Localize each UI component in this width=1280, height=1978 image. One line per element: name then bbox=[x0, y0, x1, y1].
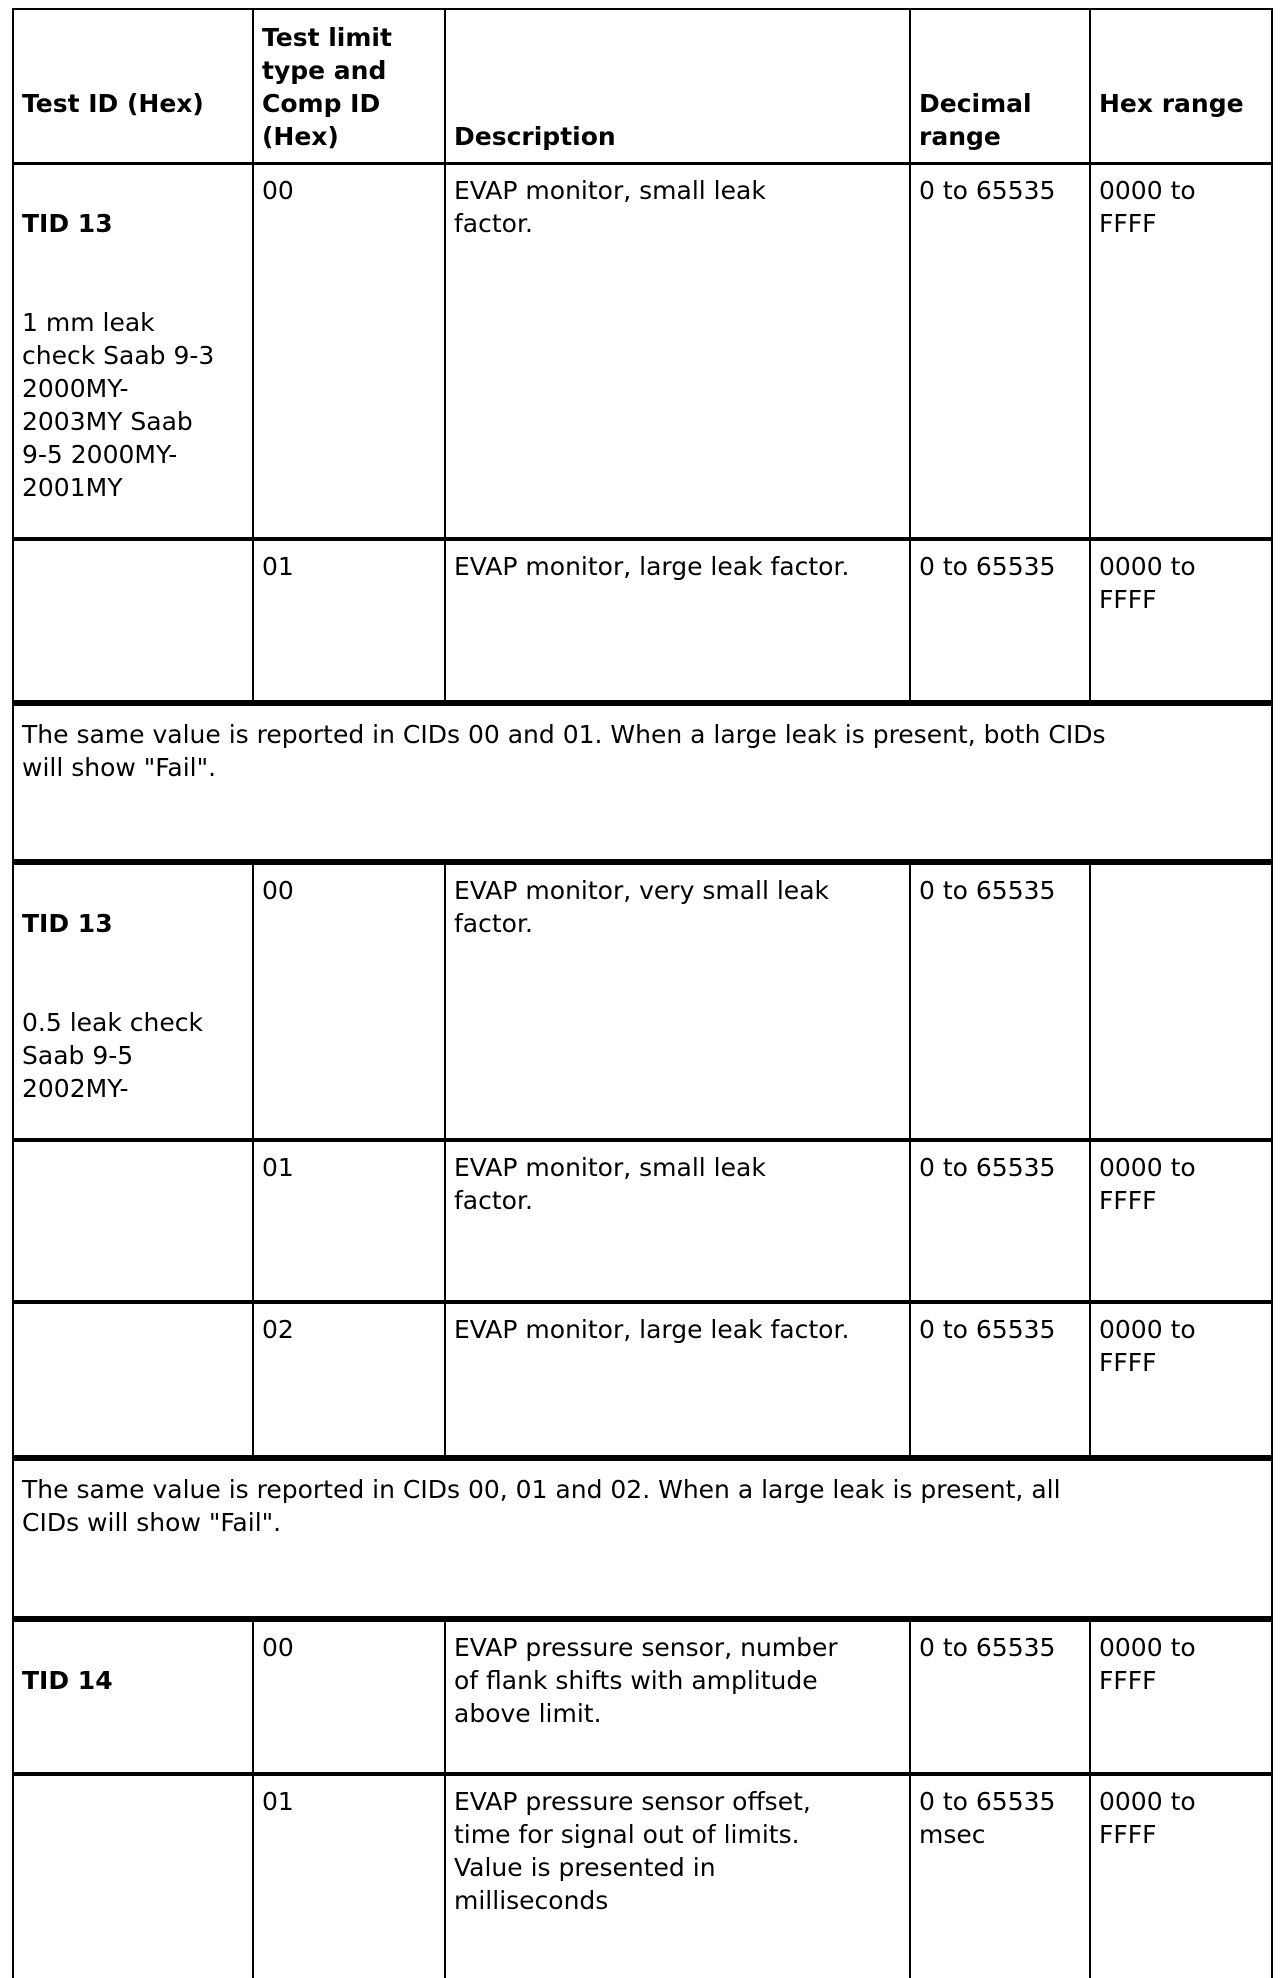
cell-hex-range bbox=[1089, 858, 1273, 1141]
tid-subtitle: 0.5 leak check Saab 9-5 2002MY- bbox=[22, 1007, 203, 1103]
tid-subtitle: 1 mm leak check Saab 9-3 2000MY- 2003MY … bbox=[22, 307, 215, 502]
cell-decimal-range: 0 to 65535 bbox=[909, 1137, 1091, 1303]
table-row: 02 EVAP monitor, large leak factor. 0 to… bbox=[12, 1299, 1273, 1459]
table-row: TID 13 0.5 leak check Saab 9-5 2002MY- 0… bbox=[12, 858, 1273, 1141]
cell-test-id bbox=[12, 1299, 254, 1459]
header-description: Description bbox=[444, 8, 911, 164]
cell-hex-range: 0000 to FFFF bbox=[1089, 1771, 1273, 1978]
cell-comp-id: 00 bbox=[252, 1615, 446, 1775]
note-row: The same value is reported in CIDs 00, 0… bbox=[12, 1454, 1273, 1620]
cell-description: EVAP monitor, small leak factor. bbox=[444, 1137, 911, 1303]
cell-decimal-range: 0 to 65535 bbox=[909, 536, 1091, 704]
cell-comp-id: 01 bbox=[252, 1137, 446, 1303]
cell-description: EVAP monitor, large leak factor. bbox=[444, 1299, 911, 1459]
header-hex-range: Hex range bbox=[1089, 8, 1273, 164]
header-test-id: Test ID (Hex) bbox=[12, 8, 254, 164]
tid-label: TID 13 bbox=[22, 208, 113, 238]
table-row: TID 14 00 EVAP pressure sensor, number o… bbox=[12, 1615, 1273, 1775]
cell-hex-range: 0000 to FFFF bbox=[1089, 1299, 1273, 1459]
cell-hex-range: 0000 to FFFF bbox=[1089, 536, 1273, 704]
tid-label: TID 14 bbox=[22, 1665, 113, 1695]
cell-comp-id: 02 bbox=[252, 1299, 446, 1459]
table-row: 01 EVAP pressure sensor offset, time for… bbox=[12, 1771, 1273, 1978]
cell-test-id: TID 13 0.5 leak check Saab 9-5 2002MY- bbox=[12, 858, 254, 1141]
cell-decimal-range: 0 to 65535 msec bbox=[909, 1771, 1091, 1978]
cell-description: EVAP pressure sensor, number of flank sh… bbox=[444, 1615, 911, 1775]
cell-description: EVAP monitor, small leak factor. bbox=[444, 161, 911, 540]
header-row: Test ID (Hex) Test limit type and Comp I… bbox=[12, 8, 1273, 164]
cell-description: EVAP monitor, very small leak factor. bbox=[444, 858, 911, 1141]
cell-description: EVAP monitor, large leak factor. bbox=[444, 536, 911, 704]
tid-label: TID 13 bbox=[22, 908, 113, 938]
cell-test-id bbox=[12, 1771, 254, 1978]
note-cell: The same value is reported in CIDs 00, 0… bbox=[12, 1454, 1273, 1620]
header-decimal-range: Decimal range bbox=[909, 8, 1091, 164]
cell-hex-range: 0000 to FFFF bbox=[1089, 161, 1273, 540]
cell-test-id: TID 13 1 mm leak check Saab 9-3 2000MY- … bbox=[12, 161, 254, 540]
header-comp-id: Test limit type and Comp ID (Hex) bbox=[252, 8, 446, 164]
cell-test-id bbox=[12, 536, 254, 704]
cell-comp-id: 01 bbox=[252, 536, 446, 704]
tid-table: Test ID (Hex) Test limit type and Comp I… bbox=[12, 8, 1273, 1978]
cell-comp-id: 00 bbox=[252, 858, 446, 1141]
note-row: The same value is reported in CIDs 00 an… bbox=[12, 699, 1273, 863]
cell-decimal-range: 0 to 65535 bbox=[909, 1299, 1091, 1459]
cell-comp-id: 01 bbox=[252, 1771, 446, 1978]
cell-description: EVAP pressure sensor offset, time for si… bbox=[444, 1771, 911, 1978]
cell-decimal-range: 0 to 65535 bbox=[909, 1615, 1091, 1775]
note-cell: The same value is reported in CIDs 00 an… bbox=[12, 699, 1273, 863]
table-row: TID 13 1 mm leak check Saab 9-3 2000MY- … bbox=[12, 161, 1273, 540]
table-row: 01 EVAP monitor, large leak factor. 0 to… bbox=[12, 536, 1273, 704]
cell-hex-range: 0000 to FFFF bbox=[1089, 1137, 1273, 1303]
cell-decimal-range: 0 to 65535 bbox=[909, 161, 1091, 540]
cell-hex-range: 0000 to FFFF bbox=[1089, 1615, 1273, 1775]
cell-comp-id: 00 bbox=[252, 161, 446, 540]
cell-test-id: TID 14 bbox=[12, 1615, 254, 1775]
cell-decimal-range: 0 to 65535 bbox=[909, 858, 1091, 1141]
cell-test-id bbox=[12, 1137, 254, 1303]
table-row: 01 EVAP monitor, small leak factor. 0 to… bbox=[12, 1137, 1273, 1303]
